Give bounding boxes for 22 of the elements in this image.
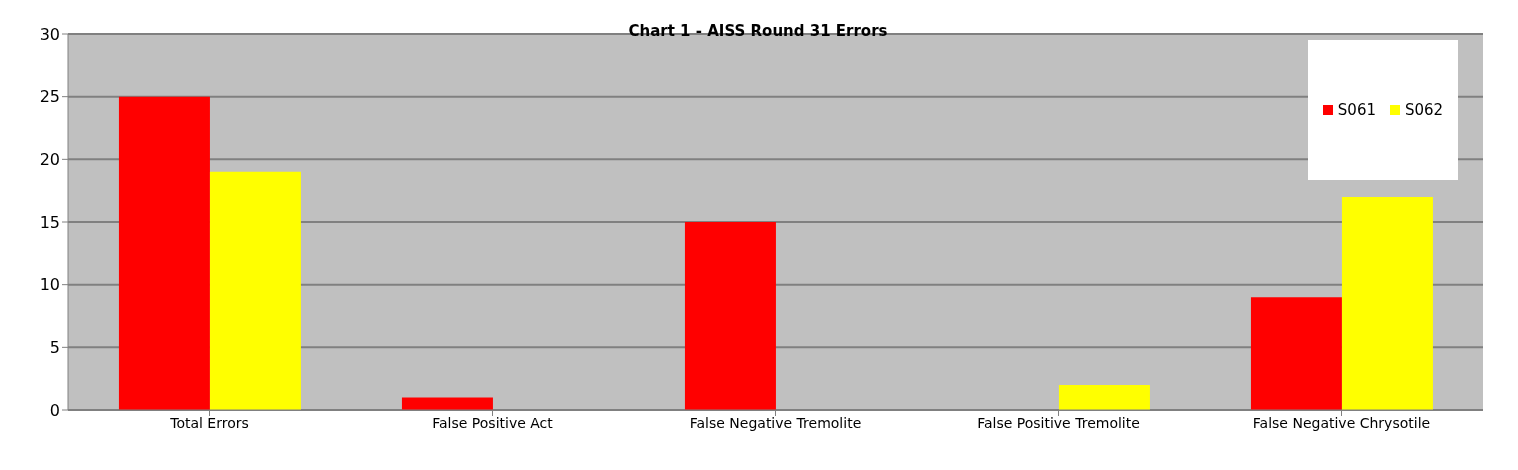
bar [684,222,776,410]
x-tick-label: False Negative Chrysotile [1252,414,1431,431]
y-tick-label: 25 [39,87,60,107]
y-tick-label: 10 [39,275,60,295]
x-tick-label: False Positive Act [432,414,554,431]
x-tick-label: False Positive Tremolite [977,414,1140,431]
bar [1058,384,1150,410]
y-tick-label: 0 [49,400,60,420]
x-tick-label: Total Errors [169,414,249,431]
y-tick-label: 5 [49,338,60,358]
bar [1341,196,1433,410]
bar [1250,297,1342,410]
y-tick-label: 30 [39,24,60,44]
bar [118,96,210,410]
legend-label: S062 [1404,101,1444,119]
x-tick-label: False Negative Tremolite [689,414,862,431]
bar [401,397,493,410]
y-tick-label: 15 [39,212,60,232]
chart-title: Chart 1 - AISS Round 31 Errors [628,22,888,40]
legend-label: S061 [1336,101,1376,119]
bar [209,171,301,410]
y-tick-label: 20 [39,150,60,170]
